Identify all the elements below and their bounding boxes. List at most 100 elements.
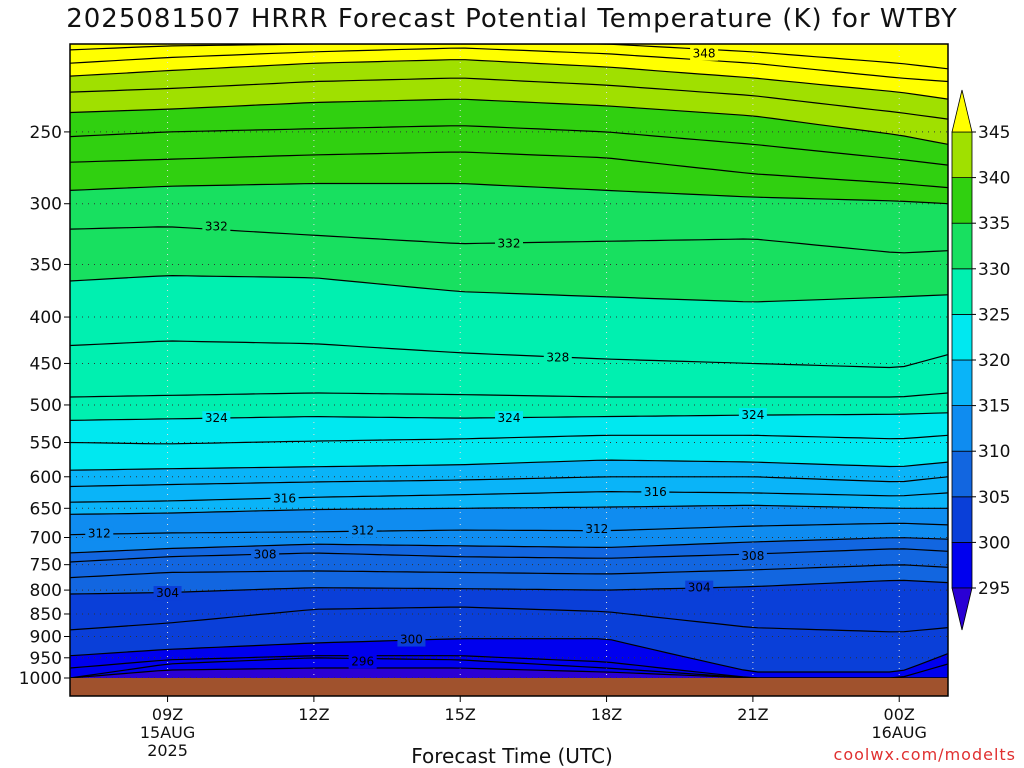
x-tick-sublabel: 16AUG: [872, 723, 927, 742]
isotherm-306: [70, 564, 948, 579]
isotherm-338: [70, 125, 948, 166]
isotherm-318: [70, 476, 948, 488]
colorbar-label: 320: [978, 351, 1010, 371]
contour-label-bg: [495, 236, 523, 251]
x-tick-label: 00Z: [884, 705, 915, 724]
colorbar-segment: [951, 496, 973, 543]
isotherm-310: [70, 537, 948, 554]
y-tick-label: 500: [30, 396, 62, 416]
colorbar-segment: [951, 542, 973, 589]
isotherm-346: [70, 47, 948, 83]
y-tick-label: 300: [30, 195, 62, 215]
colorbar-label: 310: [978, 442, 1010, 462]
contour-label: 300: [400, 633, 423, 647]
colorbar-segment: [951, 450, 973, 498]
contour-label: 308: [741, 549, 764, 563]
contour-label: 316: [644, 485, 667, 499]
isotherm-322: [70, 434, 948, 445]
x-tick-sublabel: 15AUG: [140, 723, 195, 742]
x-axis-label: Forecast Time (UTC): [411, 744, 613, 768]
isotherm-312: [70, 522, 948, 536]
contour-label: 312: [88, 527, 111, 541]
colorbar-label: 305: [978, 488, 1010, 508]
contour-label: 332: [205, 220, 228, 234]
colorbar-label: 345: [978, 123, 1010, 143]
isotherm-314: [70, 504, 948, 515]
contour-label-bg: [690, 46, 719, 61]
y-tick-label: 750: [30, 556, 62, 576]
y-tick-label: 550: [30, 433, 62, 453]
contour-label-bg: [685, 580, 714, 595]
isotherm-330: [70, 274, 948, 303]
isotherm-294: [70, 667, 948, 678]
isotherm-298: [70, 655, 948, 678]
colorbar-extend-bottom: [951, 587, 973, 631]
contour-label-bg: [348, 654, 377, 669]
colorbar-label: 295: [978, 579, 1010, 599]
colorbar-label: 315: [978, 397, 1010, 417]
colorbar-label: 325: [978, 305, 1010, 325]
isotherm-304: [70, 579, 948, 595]
x-tick-label: 18Z: [591, 705, 622, 724]
contour-label: 304: [156, 586, 179, 600]
y-tick-label: 900: [30, 627, 62, 647]
contour-label-bg: [270, 491, 299, 506]
colorbar-label: 335: [978, 214, 1010, 234]
contour-label: 332: [498, 237, 521, 251]
colorbar-segment: [951, 268, 973, 315]
x-tick-label: 09Z: [152, 705, 183, 724]
contour-label-bg: [85, 526, 114, 541]
isotherm-302: [70, 606, 948, 633]
isotherm-344: [70, 59, 948, 100]
isotherm-348: [70, 44, 948, 70]
contour-label: 324: [741, 408, 764, 422]
chart-title: 2025081507 HRRR Forecast Potential Tempe…: [66, 4, 958, 34]
contour-label-bg: [738, 408, 767, 423]
contour-label: 312: [585, 522, 608, 536]
isotherm-320: [70, 459, 948, 471]
x-tick-sublabel: 2025: [147, 741, 188, 760]
isotherm-340: [70, 98, 948, 145]
y-tick-label: 450: [30, 354, 62, 374]
contour-label: 328: [546, 350, 569, 364]
contour-label-bg: [582, 521, 611, 536]
contour-label-bg: [202, 219, 231, 234]
isotherm-342: [70, 77, 948, 120]
contour-label-bg: [738, 549, 767, 564]
credit-text: coolwx.com/modelts: [833, 745, 1016, 764]
isotherm-334: [70, 182, 948, 205]
contour-label-bg: [153, 586, 182, 601]
contour-label: 296: [351, 655, 374, 669]
y-tick-label: 850: [30, 605, 62, 625]
colorbar-label: 330: [978, 260, 1010, 280]
x-tick-label: 21Z: [737, 705, 768, 724]
contour-label-bg: [251, 547, 280, 562]
isotherms: [70, 44, 948, 678]
x-tick-label: 12Z: [298, 705, 329, 724]
colorbar-segment: [951, 222, 973, 270]
contour-label-bg: [348, 523, 377, 538]
x-tick-label: 15Z: [445, 705, 476, 724]
contour-label-bg: [495, 411, 523, 426]
isotherm-328: [70, 340, 948, 369]
y-tick-label: 800: [30, 581, 62, 601]
isotherm-316: [70, 490, 948, 503]
isotherm-326: [70, 392, 948, 398]
contour-label: 348: [693, 47, 716, 61]
contour-label-bg: [543, 350, 572, 365]
isotherm-336: [70, 151, 948, 189]
ground-strip: [70, 678, 948, 696]
y-tick-label: 400: [30, 308, 62, 328]
field-fill: [70, 44, 948, 678]
contour-label: 312: [351, 524, 374, 538]
y-tick-label: 600: [30, 468, 62, 488]
colorbar-segment: [951, 177, 973, 224]
y-tick-label: 250: [30, 123, 62, 143]
contour-label: 324: [205, 411, 228, 425]
contour-label-bg: [202, 411, 231, 426]
colorbar-label: 300: [978, 533, 1010, 553]
y-tick-label: 700: [30, 528, 62, 548]
band-294: [70, 668, 948, 678]
isotherm-308: [70, 548, 948, 563]
plot-frame: [69, 43, 949, 697]
